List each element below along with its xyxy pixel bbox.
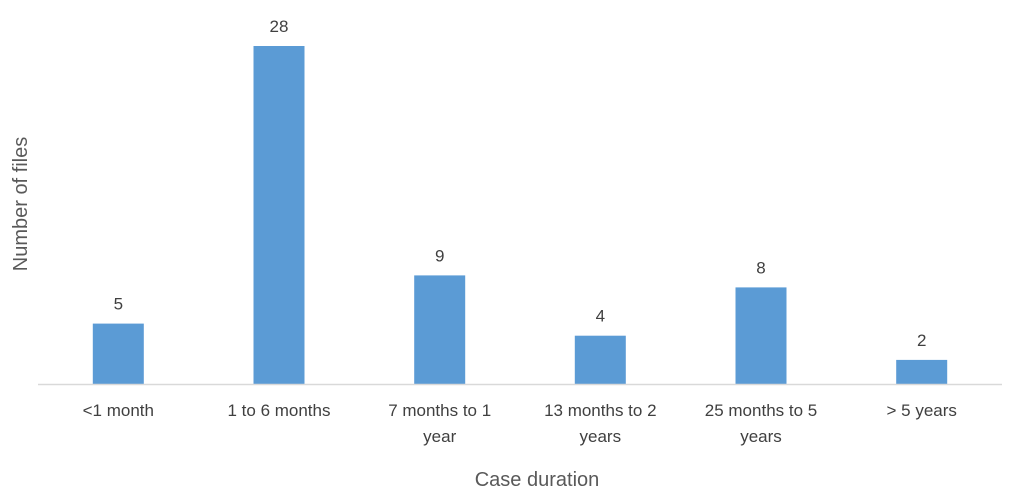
- x-tick-label: > 5 years: [886, 401, 956, 420]
- x-tick-label-line: years: [740, 427, 782, 446]
- data-label: 9: [435, 246, 444, 265]
- x-tick-label-line: > 5 years: [886, 401, 956, 420]
- bar: [574, 335, 626, 384]
- bar: [414, 275, 466, 384]
- bar: [735, 287, 787, 384]
- x-tick-label-line: <1 month: [83, 401, 154, 420]
- data-label: 8: [756, 258, 765, 277]
- x-tick-label: 7 months to 1 year: [388, 401, 491, 446]
- bar: [896, 359, 948, 384]
- x-tick-label: <1 month: [83, 401, 154, 420]
- bar: [253, 46, 305, 384]
- bars-group: [92, 46, 948, 384]
- x-tick-label-line: 7 months to 1: [388, 401, 491, 420]
- x-tick-label-line: 13 months to 2: [544, 401, 656, 420]
- x-tick-label: 13 months to 2 years: [544, 401, 656, 446]
- bar: [92, 323, 144, 384]
- x-tick-labels-group: <1 month 1 to 6 months 7 months to 1 year 13…: [83, 401, 957, 446]
- x-tick-label-line: year: [423, 427, 456, 446]
- x-tick-label: 25 months to 5 years: [705, 401, 817, 446]
- x-tick-label: 1 to 6 months: [227, 401, 330, 420]
- data-label: 4: [596, 307, 605, 326]
- data-labels-group: 5 28 9 4 8 2: [114, 17, 927, 350]
- y-axis-title: Number of files: [10, 137, 32, 272]
- data-label: 28: [270, 17, 289, 36]
- data-label: 2: [917, 331, 926, 350]
- x-tick-label-line: 25 months to 5: [705, 401, 817, 420]
- x-axis-title: Case duration: [475, 469, 600, 488]
- x-tick-label-line: 1 to 6 months: [227, 401, 330, 420]
- data-label: 5: [114, 295, 123, 314]
- x-tick-label-line: years: [580, 427, 622, 446]
